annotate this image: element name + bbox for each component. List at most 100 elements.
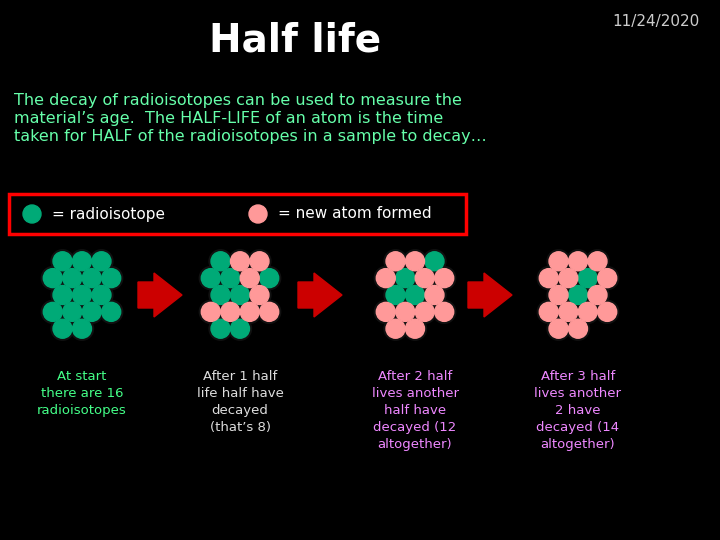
Circle shape <box>433 267 456 289</box>
Circle shape <box>569 252 588 271</box>
Circle shape <box>384 317 407 340</box>
Circle shape <box>228 284 251 307</box>
Circle shape <box>377 302 395 321</box>
Circle shape <box>71 317 94 340</box>
Circle shape <box>238 267 261 289</box>
Polygon shape <box>298 273 342 317</box>
Circle shape <box>43 302 63 321</box>
Circle shape <box>80 267 103 289</box>
Circle shape <box>209 317 232 340</box>
Circle shape <box>99 300 122 323</box>
Circle shape <box>248 284 271 307</box>
Circle shape <box>567 250 590 273</box>
Text: Half life: Half life <box>209 21 381 59</box>
Circle shape <box>386 252 405 271</box>
Circle shape <box>250 252 269 271</box>
Circle shape <box>228 250 251 273</box>
Circle shape <box>595 300 618 323</box>
Circle shape <box>377 268 395 288</box>
Circle shape <box>405 286 425 305</box>
Circle shape <box>90 250 113 273</box>
Circle shape <box>90 284 113 307</box>
Circle shape <box>230 319 250 338</box>
Circle shape <box>384 284 407 307</box>
Circle shape <box>258 300 281 323</box>
Text: taken for HALF of the radioisotopes in a sample to decay…: taken for HALF of the radioisotopes in a… <box>14 129 487 144</box>
Circle shape <box>240 302 259 321</box>
Circle shape <box>539 268 558 288</box>
Text: The decay of radioisotopes can be used to measure the: The decay of radioisotopes can be used t… <box>14 92 462 107</box>
Circle shape <box>569 319 588 338</box>
Circle shape <box>230 252 250 271</box>
Circle shape <box>386 319 405 338</box>
Circle shape <box>249 205 267 223</box>
Circle shape <box>260 302 279 321</box>
Circle shape <box>374 267 397 289</box>
Circle shape <box>258 267 281 289</box>
Circle shape <box>199 300 222 323</box>
Circle shape <box>202 302 220 321</box>
Circle shape <box>209 284 232 307</box>
Circle shape <box>396 302 415 321</box>
Circle shape <box>588 286 607 305</box>
Circle shape <box>405 252 425 271</box>
Circle shape <box>549 286 568 305</box>
Polygon shape <box>138 273 182 317</box>
Circle shape <box>211 252 230 271</box>
Circle shape <box>576 267 599 289</box>
Circle shape <box>260 268 279 288</box>
Circle shape <box>559 268 577 288</box>
Circle shape <box>53 286 72 305</box>
Circle shape <box>576 300 599 323</box>
Circle shape <box>73 252 91 271</box>
Circle shape <box>60 300 84 323</box>
Circle shape <box>51 317 74 340</box>
Circle shape <box>384 250 407 273</box>
Circle shape <box>386 286 405 305</box>
Circle shape <box>423 284 446 307</box>
Circle shape <box>403 250 426 273</box>
Circle shape <box>99 267 122 289</box>
Circle shape <box>403 317 426 340</box>
Circle shape <box>202 268 220 288</box>
Text: At start
there are 16
radioisotopes: At start there are 16 radioisotopes <box>37 370 127 417</box>
Text: = new atom formed: = new atom formed <box>278 206 431 221</box>
Circle shape <box>539 302 558 321</box>
FancyBboxPatch shape <box>9 194 466 234</box>
Circle shape <box>413 300 436 323</box>
Circle shape <box>586 250 609 273</box>
Circle shape <box>586 284 609 307</box>
Circle shape <box>240 268 259 288</box>
Circle shape <box>53 319 72 338</box>
Circle shape <box>415 268 434 288</box>
Circle shape <box>71 250 94 273</box>
Circle shape <box>567 317 590 340</box>
Circle shape <box>92 252 111 271</box>
Circle shape <box>374 300 397 323</box>
Circle shape <box>425 252 444 271</box>
Circle shape <box>219 300 242 323</box>
Circle shape <box>248 250 271 273</box>
Circle shape <box>549 319 568 338</box>
Circle shape <box>230 286 250 305</box>
Circle shape <box>73 286 91 305</box>
Text: After 3 half
lives another
2 have
decayed (14
altogether): After 3 half lives another 2 have decaye… <box>534 370 621 451</box>
Circle shape <box>82 268 102 288</box>
Circle shape <box>211 319 230 338</box>
Circle shape <box>567 284 590 307</box>
Circle shape <box>92 286 111 305</box>
Circle shape <box>559 302 577 321</box>
Circle shape <box>238 300 261 323</box>
Circle shape <box>569 286 588 305</box>
Text: After 2 half
lives another
half have
decayed (12
altogether): After 2 half lives another half have dec… <box>372 370 459 451</box>
Circle shape <box>403 284 426 307</box>
Circle shape <box>433 300 456 323</box>
Circle shape <box>53 252 72 271</box>
Circle shape <box>547 317 570 340</box>
Circle shape <box>41 300 64 323</box>
Circle shape <box>405 319 425 338</box>
Circle shape <box>228 317 251 340</box>
Circle shape <box>63 268 82 288</box>
Circle shape <box>41 267 64 289</box>
Circle shape <box>102 268 121 288</box>
